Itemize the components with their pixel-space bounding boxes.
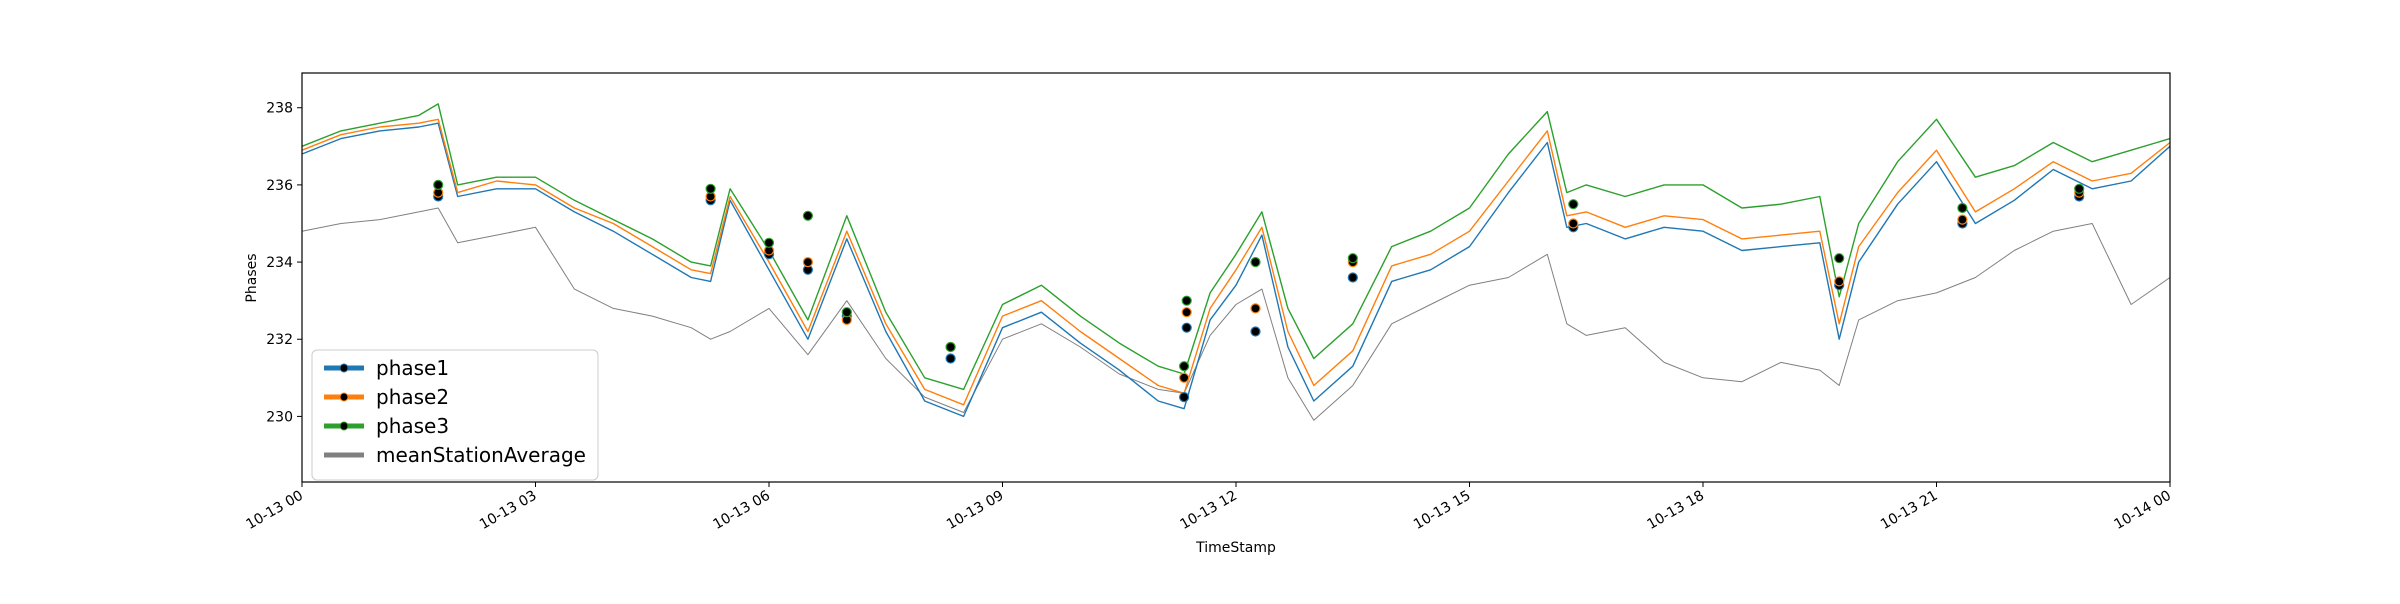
marker-point bbox=[1181, 295, 1192, 306]
y-axis-ticks: 230 232 234 236 238 bbox=[266, 101, 302, 425]
marker-point bbox=[763, 237, 775, 248]
x-tick-label: 10-13 00 bbox=[243, 488, 306, 533]
series-line-phase2 bbox=[301, 118, 2171, 406]
legend-box bbox=[311, 349, 599, 481]
marker-point bbox=[945, 353, 956, 364]
y-tick-label: 236 bbox=[266, 178, 293, 194]
marker-point bbox=[433, 179, 444, 190]
marker-point bbox=[1181, 322, 1192, 333]
marker-point bbox=[1178, 392, 1190, 403]
y-tick-label: 238 bbox=[266, 101, 293, 117]
y-tick-label: 230 bbox=[266, 409, 293, 425]
x-axis-ticks: 10-13 00 10-13 03 10-13 06 10-13 09 10-13 12… bbox=[243, 482, 2174, 533]
marker-point bbox=[802, 210, 814, 221]
marker-point bbox=[705, 183, 716, 194]
marker-point bbox=[802, 257, 814, 268]
y-tick-label: 232 bbox=[266, 332, 293, 348]
marker-layer bbox=[433, 179, 2085, 403]
legend-label: meanStationAverage bbox=[376, 443, 586, 467]
marker-point bbox=[1250, 303, 1261, 314]
marker-point bbox=[1181, 307, 1192, 318]
legend-label: phase2 bbox=[376, 385, 449, 409]
x-tick-label: 10-13 12 bbox=[1177, 488, 1240, 533]
x-tick-label: 10-13 21 bbox=[1878, 488, 1941, 533]
series-layer bbox=[301, 103, 2171, 421]
marker-point bbox=[1178, 361, 1190, 372]
marker-point bbox=[1834, 253, 1845, 264]
marker-point bbox=[1178, 372, 1190, 383]
marker-point bbox=[841, 307, 852, 318]
x-tick-label: 10-13 06 bbox=[710, 488, 773, 533]
legend-marker bbox=[339, 392, 349, 402]
y-axis-label: Phases bbox=[244, 253, 260, 302]
series-line-phase3 bbox=[301, 103, 2171, 391]
marker-point bbox=[2074, 183, 2085, 194]
legend-marker bbox=[339, 363, 349, 373]
legend-label: phase1 bbox=[376, 356, 449, 380]
legend-marker bbox=[339, 421, 349, 431]
marker-point bbox=[1568, 218, 1579, 229]
legend: phase1 phase2 phase3 meanStationAverage bbox=[311, 349, 599, 481]
series-line-meanStationAverage bbox=[301, 207, 2171, 421]
series-line-phase1 bbox=[301, 122, 2171, 418]
x-tick-label: 10-13 15 bbox=[1411, 488, 1474, 533]
marker-point bbox=[1957, 202, 1968, 214]
marker-point bbox=[1957, 214, 1968, 225]
marker-point bbox=[1834, 276, 1845, 287]
marker-point bbox=[1347, 253, 1358, 264]
x-tick-label: 10-13 09 bbox=[944, 488, 1007, 533]
marker-point bbox=[1250, 257, 1261, 268]
marker-point bbox=[1568, 199, 1579, 210]
x-axis-label: TimeStamp bbox=[1195, 540, 1276, 556]
marker-point bbox=[945, 341, 956, 353]
legend-label: phase3 bbox=[376, 414, 449, 438]
x-tick-label: 10-13 18 bbox=[1644, 488, 1707, 533]
y-tick-label: 234 bbox=[266, 255, 293, 271]
x-tick-label: 10-13 03 bbox=[477, 488, 540, 533]
marker-point bbox=[1250, 326, 1261, 337]
x-tick-label: 10-14 00 bbox=[2111, 488, 2174, 533]
marker-point bbox=[1347, 272, 1358, 283]
